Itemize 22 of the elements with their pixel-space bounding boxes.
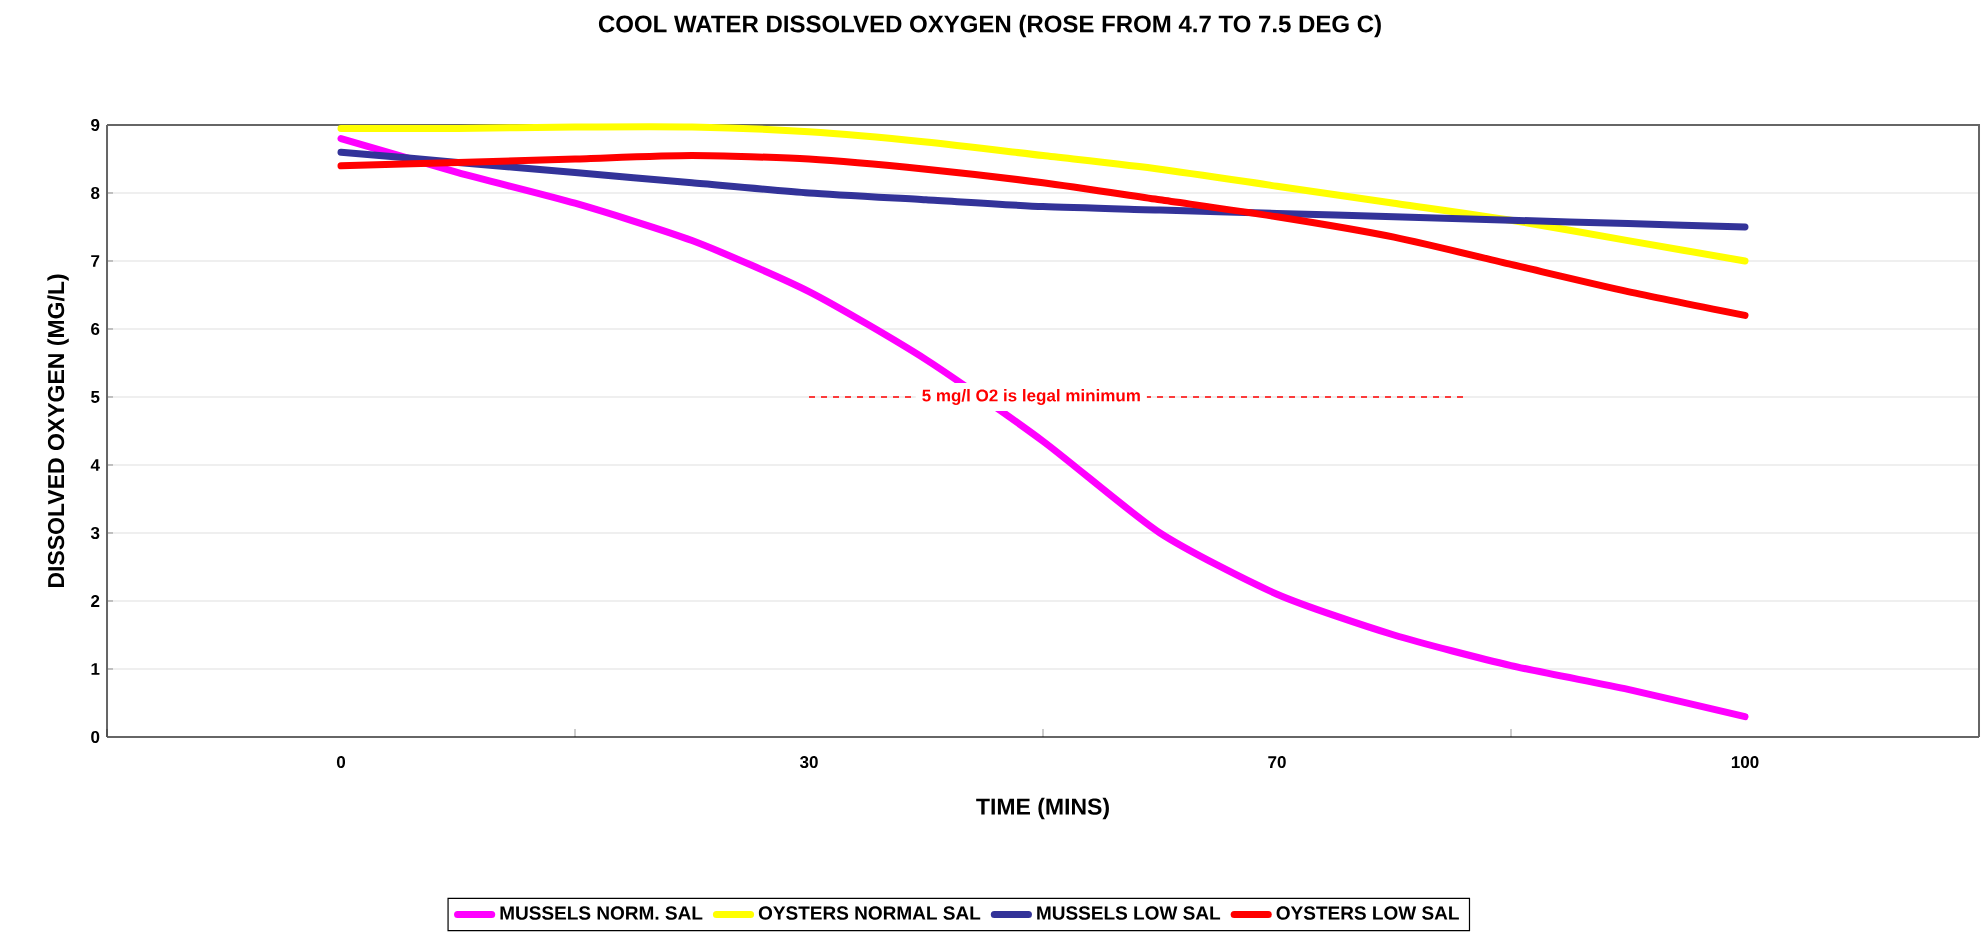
legend-label: MUSSELS NORM. SAL: [500, 906, 703, 920]
x-tick-label: 70: [1268, 756, 1286, 769]
legend-label: OYSTERS NORMAL SAL: [758, 906, 981, 920]
x-axis-title: TIME (MINS): [976, 797, 1109, 820]
y-tick-label: 2: [91, 595, 100, 607]
y-tick-label: 5: [91, 391, 100, 403]
y-tick-label: 9: [91, 118, 100, 132]
x-tick-label: 0: [336, 756, 346, 769]
y-tick-label: 3: [90, 526, 100, 540]
x-tick-label: 100: [1731, 756, 1759, 769]
x-tick-label: 30: [799, 756, 818, 769]
ref-line-label: 5 mg/l O2 is legal minimum: [922, 389, 1140, 405]
y-tick-label: 8: [91, 186, 100, 200]
y-tick-label: 0: [91, 730, 100, 743]
chart-title: COOL WATER DISSOLVED OXYGEN (ROSE FROM 4.7 TO 7.5 DEG C): [598, 14, 1381, 38]
y-tick-label: 7: [91, 255, 100, 267]
y-tick-label: 4: [90, 459, 100, 471]
legend-label: OYSTERS LOW SAL: [1276, 906, 1459, 920]
y-tick-label: 1: [91, 663, 100, 675]
legend-label: MUSSELS LOW SAL: [1037, 906, 1221, 920]
y-tick-label: 6: [91, 322, 100, 335]
y-axis-title: DISSOLVED OXYGEN (MG/L): [47, 274, 69, 588]
